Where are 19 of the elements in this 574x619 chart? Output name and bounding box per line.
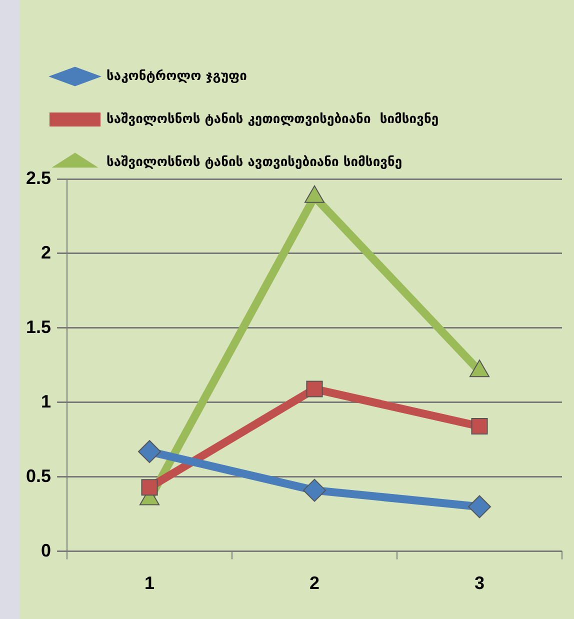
x-tick-label: 3 — [474, 573, 485, 594]
point — [306, 380, 323, 398]
point — [304, 185, 325, 203]
y-tick-label: 0 — [41, 540, 52, 560]
legend-label: საკონტროლო ჯგუფი — [106, 68, 247, 84]
point — [303, 478, 326, 502]
y-tick-label: 1 — [41, 391, 52, 412]
legend-label: საშვილოსნოს ტანის ავთვისებიანი სიმსივნე — [106, 154, 402, 170]
y-tick-label: 2 — [41, 242, 52, 262]
x-tick-label: 1 — [144, 573, 155, 594]
point — [471, 418, 488, 435]
x-tick-label: 2 — [310, 573, 320, 594]
y-tick-label: 2.5 — [26, 168, 52, 188]
y-tick-label: 1.5 — [26, 316, 52, 337]
legend-label: საშვილოსნოს ტანის კეთილთვისებიანი სიმსივნე — [106, 112, 439, 127]
point — [468, 495, 492, 518]
point — [141, 479, 158, 496]
point — [138, 440, 162, 464]
y-tick-label: 0.5 — [26, 466, 52, 486]
